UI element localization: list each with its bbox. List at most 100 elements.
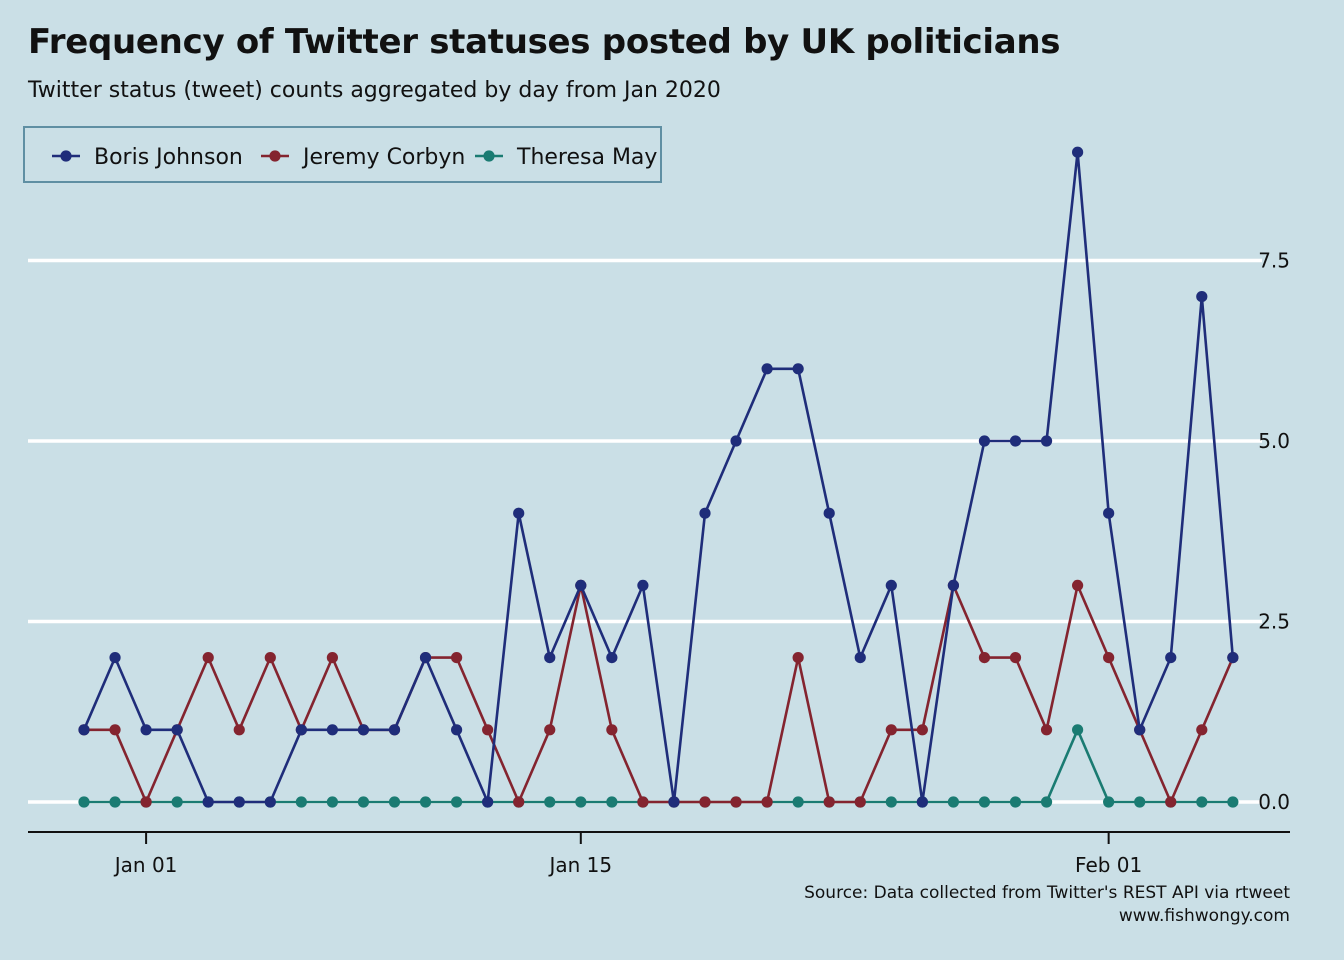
data-point — [792, 363, 804, 375]
data-point — [699, 796, 711, 808]
legend-label: Jeremy Corbyn — [301, 145, 465, 170]
data-point — [233, 796, 245, 808]
series-layer — [78, 146, 1239, 808]
data-point — [513, 796, 525, 808]
data-point — [823, 796, 835, 808]
series-line-boris-johnson — [82, 150, 1235, 804]
data-point — [947, 579, 960, 592]
data-point — [1196, 796, 1208, 808]
chart-caption: Source: Data collected from Twitter's RE… — [804, 882, 1290, 928]
legend-item-jeremy-corbyn: Jeremy Corbyn — [261, 145, 465, 170]
y-tick-label: 7.5 — [1258, 249, 1290, 273]
data-point — [264, 652, 276, 664]
y-axis: 0.0 2.5 5.0 7.5 — [1258, 249, 1290, 815]
data-point — [1103, 507, 1115, 519]
legend-label: Theresa May — [516, 145, 657, 170]
data-point — [761, 363, 773, 375]
data-point — [419, 652, 432, 664]
data-point — [1009, 652, 1022, 664]
data-point — [388, 796, 401, 808]
data-point — [202, 652, 214, 664]
data-point — [513, 507, 525, 519]
data-point — [978, 652, 991, 664]
data-point — [730, 435, 742, 447]
y-tick-label: 5.0 — [1258, 429, 1290, 453]
data-point — [1072, 146, 1084, 158]
data-point — [1227, 796, 1239, 808]
data-point — [482, 724, 494, 736]
data-point — [171, 724, 183, 736]
data-point — [854, 652, 866, 664]
legend-key-point — [60, 150, 72, 162]
x-tick-label: Jan 01 — [113, 853, 178, 877]
data-point — [575, 796, 587, 808]
data-point — [823, 507, 835, 519]
data-point — [140, 724, 152, 736]
data-point — [854, 796, 866, 808]
data-point — [544, 796, 556, 808]
series-line-theresa-may — [84, 728, 1233, 804]
y-tick-label: 0.0 — [1258, 790, 1290, 814]
legend-key-point — [483, 150, 495, 162]
data-point — [357, 796, 370, 808]
data-point — [202, 796, 214, 808]
x-axis: Jan 01 Jan 15 Feb 01 — [28, 831, 1290, 877]
data-point — [326, 796, 338, 808]
x-tick-label: Feb 01 — [1075, 853, 1142, 877]
data-point — [1165, 796, 1177, 808]
data-point — [140, 796, 152, 808]
data-point — [1040, 796, 1053, 808]
series-line-jeremy-corbyn — [84, 584, 1235, 804]
data-point — [1227, 652, 1239, 664]
data-point — [1009, 796, 1022, 808]
data-point — [326, 652, 338, 664]
data-point — [451, 796, 463, 808]
data-point — [792, 796, 804, 808]
data-point — [295, 796, 307, 808]
data-point — [699, 507, 711, 519]
legend-item-boris-johnson: Boris Johnson — [52, 145, 243, 170]
data-point — [885, 796, 897, 808]
data-point — [606, 724, 618, 736]
data-point — [1134, 796, 1146, 808]
series-boris-johnson — [78, 146, 1239, 808]
data-point — [1040, 435, 1053, 447]
data-point — [295, 724, 307, 736]
data-point — [916, 724, 928, 736]
data-point — [451, 724, 463, 736]
legend-key-point — [269, 150, 281, 162]
chart-title: Frequency of Twitter statuses posted by … — [28, 22, 1061, 62]
data-point — [78, 796, 90, 808]
legend: Boris Johnson Jeremy Corbyn Theresa May — [23, 126, 662, 183]
data-point — [451, 652, 463, 664]
series-theresa-may — [78, 724, 1239, 808]
data-point — [885, 579, 897, 592]
data-point — [544, 652, 556, 664]
data-point — [1040, 724, 1053, 736]
chart-subtitle: Twitter status (tweet) counts aggregated… — [28, 78, 721, 103]
data-point — [761, 796, 773, 808]
data-point — [388, 724, 401, 736]
data-point — [264, 796, 276, 808]
data-point — [109, 652, 121, 664]
data-point — [885, 724, 897, 736]
data-point — [1196, 291, 1208, 303]
data-point — [606, 652, 618, 664]
data-point — [1103, 796, 1115, 808]
data-point — [947, 796, 960, 808]
data-point — [109, 724, 121, 736]
data-point — [668, 796, 680, 808]
data-point — [730, 796, 742, 808]
data-point — [1103, 652, 1115, 664]
data-point — [978, 435, 991, 447]
data-point — [575, 579, 587, 592]
data-point — [1196, 724, 1208, 736]
data-point — [637, 579, 649, 592]
data-point — [326, 724, 338, 736]
legend-item-theresa-may: Theresa May — [475, 145, 657, 170]
data-point — [1072, 579, 1084, 592]
data-point — [1072, 724, 1084, 736]
data-point — [78, 724, 90, 736]
